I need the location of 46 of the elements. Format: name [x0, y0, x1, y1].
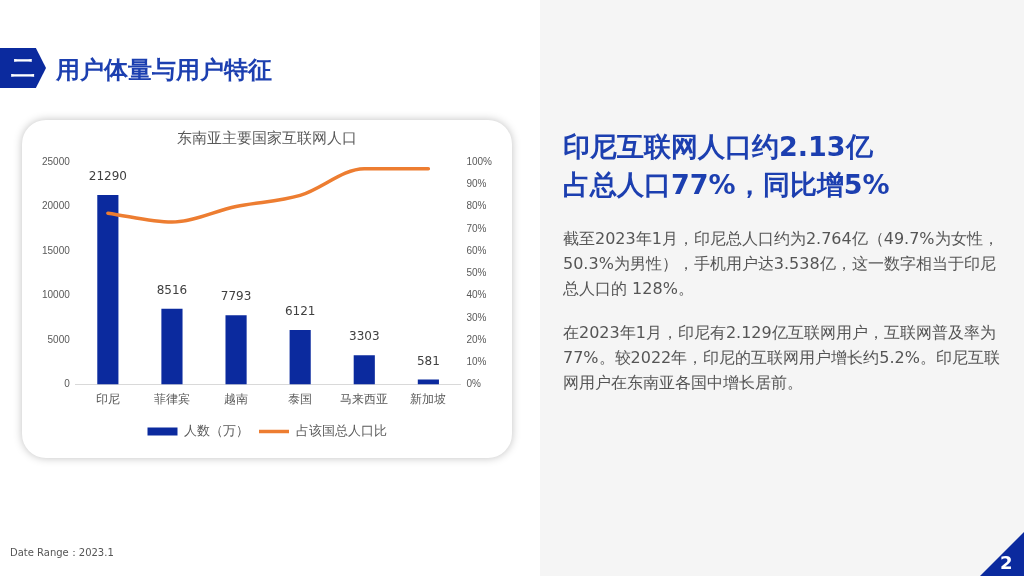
- y2-tick-label: 40%: [466, 289, 487, 301]
- y-tick-label: 5000: [47, 333, 71, 345]
- y-tick-label: 15000: [42, 244, 71, 256]
- text: 印尼互联网人口约2.13亿: [563, 130, 874, 164]
- legend-label: 人数（万）: [184, 423, 249, 439]
- data-label: 8516: [156, 282, 188, 297]
- y2-tick-label: 30%: [466, 311, 487, 323]
- y-tick-label: 10000: [42, 289, 71, 301]
- bar: [225, 315, 247, 385]
- y-tick-label: 0: [64, 378, 71, 390]
- data-label: 7793: [220, 289, 252, 304]
- text: 在2023年1月，印尼有2.129亿互联网用户，互联网普及率为77%。较2022年，印尼的互联网用户增长约5.2%。印尼互联网用户在东南亚各国中增长居前。: [563, 322, 1001, 394]
- y-tick-label: 20000: [42, 200, 71, 212]
- y2-tick-label: 90%: [466, 178, 487, 190]
- text: 二: [0, 48, 46, 88]
- text: Date Range：2023.1: [10, 546, 114, 560]
- y2-tick-label: 50%: [466, 267, 487, 279]
- text: 截至2023年1月，印尼总人口约为2.764亿（49.7%为女性，50.3%为男性），手机用户达3.538亿，这一数字相当于印尼总人口的 128%。: [563, 228, 1000, 300]
- text: 占总人口77%，同比增5%: [563, 168, 891, 202]
- bar: [289, 330, 311, 385]
- y2-tick-label: 100%: [466, 155, 493, 167]
- x-tick-label: 新加坡: [410, 392, 447, 407]
- chart-title: 东南亚主要国家互联网人口: [177, 129, 357, 147]
- y2-tick-label: 0%: [466, 378, 481, 390]
- data-label: 6121: [284, 304, 316, 319]
- x-tick-label: 印尼: [95, 392, 120, 407]
- x-tick-label: 菲律宾: [153, 392, 190, 407]
- data-label: 3303: [349, 329, 380, 344]
- y2-tick-label: 70%: [466, 222, 487, 234]
- text: 用户体量与用户特征: [56, 55, 272, 86]
- x-tick-label: 越南: [224, 392, 249, 407]
- text: 2: [1000, 552, 1013, 573]
- bar: [161, 308, 183, 385]
- data-label: 581: [416, 353, 440, 368]
- y2-tick-label: 20%: [466, 333, 487, 345]
- x-tick-label: 马来西亚: [340, 392, 389, 407]
- bar: [97, 195, 119, 385]
- bar: [417, 379, 439, 385]
- y-tick-label: 25000: [42, 155, 71, 167]
- legend-label: 占该国总人口比: [295, 423, 387, 439]
- data-label: 21290: [88, 169, 127, 184]
- x-tick-label: 泰国: [288, 392, 313, 407]
- y2-tick-label: 60%: [466, 244, 487, 256]
- y2-tick-label: 10%: [466, 356, 487, 368]
- bar: [353, 355, 375, 385]
- y2-tick-label: 80%: [466, 200, 487, 212]
